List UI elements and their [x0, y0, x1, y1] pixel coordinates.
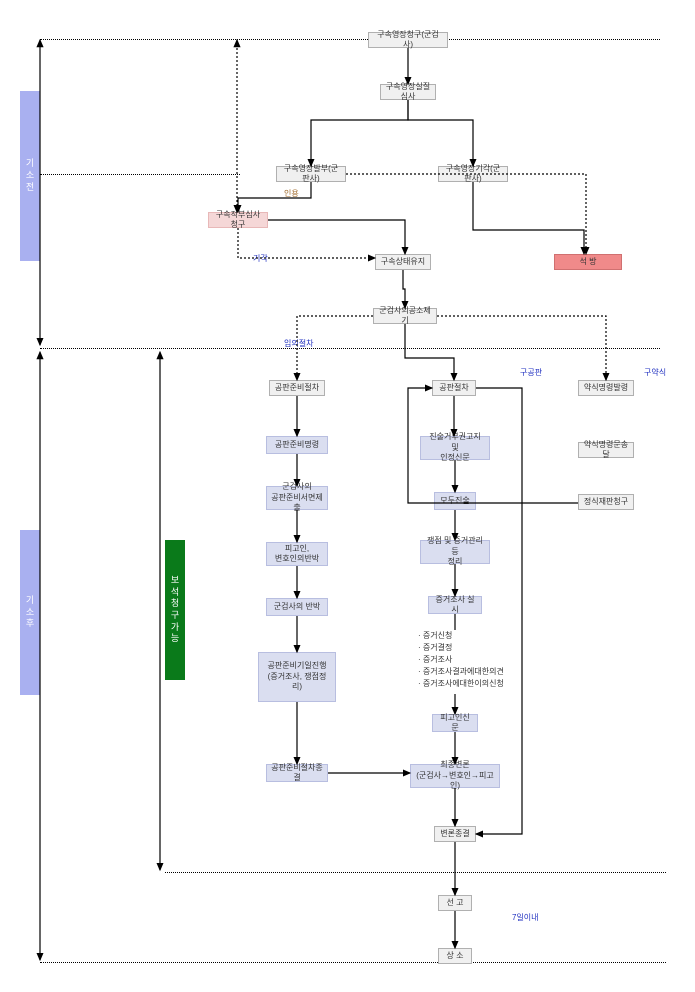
node-close-hearing: 변론종결	[434, 826, 476, 842]
node-final-argue: 최종변론 (군검사→변호인→피고인)	[410, 764, 500, 788]
label-gugong: 구공판	[520, 367, 542, 378]
node-rights-notice: 진술거부권고지 및 인정신문	[420, 436, 490, 460]
node-detained: 구속상태유지	[375, 254, 431, 270]
label-reject: 기각	[253, 253, 268, 264]
node-review-request: 구속적부심사청구	[208, 212, 268, 228]
node-formal-trial-req: 정식재판청구	[578, 494, 634, 510]
node-arrest-warrant-request: 구속영장청구(군검사)	[368, 32, 448, 48]
node-pretrial-progress: 공판준비기일진행 (증거조사, 쟁점정리)	[258, 652, 336, 702]
node-prosecutor-rebut: 군검사의 반박	[266, 598, 328, 616]
node-pretrial-proc: 공판준비절차	[269, 380, 325, 396]
node-warrant-denied: 구속영장기각(군판사)	[438, 166, 508, 182]
node-warrant-issued: 구속영장발부(군판사)	[276, 166, 346, 182]
block-before-indict: 기 소 전	[20, 91, 40, 261]
node-appeal: 상 소	[438, 948, 472, 964]
node-sentence: 선 고	[438, 895, 472, 911]
node-evidence-exam: 증거조사 실시	[428, 596, 482, 614]
node-trial-proc: 공판절차	[432, 380, 476, 396]
flowchart-canvas: 기 소 전기 소 후 보 석 청 구 가 능 구속영장청구(군검사) 구속영장실질심사…	[0, 0, 695, 992]
node-release: 석 방	[554, 254, 622, 270]
label-guyaksik: 구약식	[644, 367, 666, 378]
block-bail: 보 석 청 구 가 능	[165, 540, 185, 680]
node-pretrial-order: 공판준비명령	[266, 436, 328, 454]
label-optional: 임의절차	[284, 338, 313, 349]
node-defendant-rebut: 피고인, 변호인의반박	[266, 542, 328, 566]
node-prosecutor-submit: 군검사의 공판준비서면제출	[266, 486, 328, 510]
node-pretrial-close: 공판준비절차종결	[266, 764, 328, 782]
node-summary-served: 약식명령문송달	[578, 442, 634, 458]
node-issue-org: 쟁점 및 증거관리 등 정리	[420, 540, 490, 564]
node-warrant-exam: 구속영장실질심사	[380, 84, 436, 100]
block-after-indict: 기 소 후	[20, 530, 40, 695]
node-opening: 모두진술	[434, 492, 476, 510]
evidence-list: · 증거신청· 증거결정· 증거조사· 증거조사결과에대한의견· 증거조사에대한…	[418, 630, 518, 690]
label-7days: 7일이내	[512, 912, 539, 923]
node-prosecutor-indict: 군검사의공소제기	[373, 308, 437, 324]
node-summary-order: 약식명령발령	[578, 380, 634, 396]
node-defendant-exam: 피고인신문	[432, 714, 478, 732]
label-accept: 인용	[284, 188, 299, 199]
